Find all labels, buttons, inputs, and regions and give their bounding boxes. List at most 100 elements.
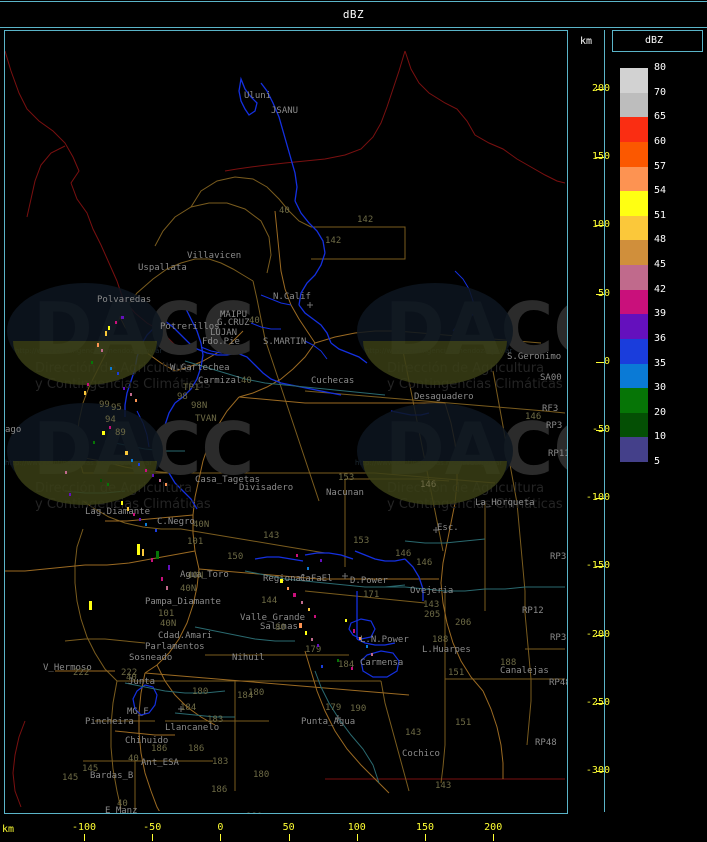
- y-axis-tick-mark: [596, 702, 604, 704]
- radar-echo-cell: [87, 383, 89, 386]
- title-divider-top: [0, 1, 707, 2]
- colorbar-band[interactable]: [620, 412, 648, 438]
- radar-echo-cell: [296, 554, 298, 557]
- map-place-label: Casa_Tagetas: [195, 475, 261, 485]
- map-place-label: Polvaredas: [97, 295, 152, 305]
- map-place-label: Valle_Grande: [240, 613, 306, 623]
- map-place-label: Bardas_B: [90, 771, 134, 781]
- radar-map-canvas[interactable]: DACC DACC DACC DACC Dirección de Agricul…: [5, 31, 567, 814]
- radar-echo-cell: [97, 343, 99, 347]
- map-route-number: 80: [275, 623, 286, 633]
- y-axis-tick-mark: [596, 498, 604, 500]
- radar-echo-cell: [101, 349, 103, 352]
- x-axis-tick-mark: [220, 834, 222, 841]
- colorbar-band[interactable]: [620, 388, 648, 413]
- map-route-number: 95: [111, 403, 122, 413]
- map-route-number: 184: [338, 660, 355, 670]
- y-axis-tick-mark: [596, 157, 604, 159]
- map-place-label: Cdad.Amari: [158, 631, 213, 641]
- colorbar-band[interactable]: [620, 141, 648, 167]
- map-route-number: 99: [99, 400, 110, 410]
- map-route-number: 145: [62, 773, 79, 783]
- map-route-number: 222: [121, 668, 138, 678]
- colorbar[interactable]: [620, 68, 648, 462]
- map-place-label: JSANU: [271, 106, 299, 116]
- radar-map-panel[interactable]: DACC DACC DACC DACC Dirección de Agricul…: [4, 30, 568, 814]
- map-route-number: 180: [248, 688, 265, 698]
- colorbar-tick-label: 10: [654, 431, 667, 443]
- map-route-number: 151: [455, 718, 472, 728]
- colorbar-tick-label: 20: [654, 406, 667, 418]
- colorbar-tick-label: 45: [654, 259, 667, 270]
- map-place-label: Pincheira: [85, 717, 134, 727]
- colorbar-band[interactable]: [620, 191, 648, 216]
- window-title-bar: dBZ: [0, 0, 707, 28]
- map-route-number: 40: [249, 316, 260, 326]
- map-place-label: SA00: [540, 373, 562, 383]
- map-route-number: 180: [253, 770, 270, 780]
- map-place-label: La_Horqueta: [475, 498, 535, 508]
- radar-echo-cell: [308, 608, 310, 611]
- radar-echo-cell: [69, 493, 71, 496]
- radar-echo-cell: [91, 361, 93, 364]
- x-axis-tick-label: 100: [347, 822, 366, 833]
- colorbar-band[interactable]: [620, 363, 648, 389]
- radar-echo-cell: [305, 631, 307, 635]
- map-route-number: 183: [207, 715, 224, 725]
- radar-echo-cell: [320, 559, 322, 562]
- map-place-label: LUJAN: [210, 328, 238, 338]
- radar-echo-cell: [105, 331, 107, 336]
- colorbar-band[interactable]: [620, 215, 648, 241]
- map-place-label: Carmensa: [360, 658, 404, 668]
- map-route-number: 98N: [191, 401, 208, 411]
- map-place-label: MG_F: [127, 707, 149, 717]
- radar-echo-cell: [123, 387, 125, 390]
- map-place-label: Carmizal: [198, 376, 242, 386]
- map-place-label: Lag.Diamante: [85, 507, 151, 517]
- radar-echo-cell: [133, 513, 135, 516]
- map-place-label: Salinas: [260, 622, 298, 632]
- colorbar-band[interactable]: [620, 314, 648, 339]
- map-route-number: 142: [357, 215, 374, 225]
- colorbar-band[interactable]: [620, 289, 648, 315]
- y-axis-tick-label: 0: [603, 355, 610, 367]
- x-axis-unit-label: km: [2, 824, 15, 835]
- radar-echo-cell: [155, 529, 157, 532]
- map-place-label: E_Manz: [105, 806, 138, 814]
- radar-echo-cell: [127, 507, 129, 511]
- colorbar-band[interactable]: [620, 166, 648, 192]
- map-place-label: Llancanelo: [165, 723, 220, 733]
- y-axis-tick-mark: [596, 361, 604, 363]
- colorbar-band[interactable]: [620, 338, 648, 364]
- colorbar-tick-label: 60: [654, 135, 667, 147]
- colorbar-band[interactable]: [620, 68, 648, 93]
- map-place-label: Parlamentos: [145, 642, 205, 652]
- map-place-label: G.CRUZ: [217, 318, 250, 328]
- colorbar-band[interactable]: [620, 240, 648, 265]
- y-axis-tick-label: 50: [568, 288, 610, 299]
- radar-echo-cell: [166, 586, 168, 590]
- colorbar-tick-label: 65: [654, 111, 667, 123]
- radar-echo-cell: [161, 577, 163, 581]
- radar-echo-cell: [371, 653, 373, 656]
- colorbar-band[interactable]: [620, 437, 648, 462]
- map-place-label: CaFaEl: [300, 574, 333, 584]
- colorbar-band[interactable]: [620, 265, 648, 290]
- y-axis-tick-mark: [596, 566, 604, 568]
- map-route-number: 40: [126, 673, 137, 683]
- colorbar-header-box: [612, 30, 703, 52]
- colorbar-tick-label: 5: [654, 456, 661, 467]
- y-axis-unit-label: km: [580, 36, 593, 47]
- colorbar-band[interactable]: [620, 92, 648, 118]
- radar-echo-cell: [287, 587, 289, 590]
- colorbar-band[interactable]: [620, 117, 648, 142]
- radar-echo-cell: [152, 474, 154, 477]
- map-place-label: RP48: [549, 678, 567, 688]
- radar-echo-cell: [159, 479, 161, 482]
- map-route-number: 142: [325, 236, 342, 246]
- y-axis-tick-label: 150: [568, 151, 610, 162]
- map-place-label: MAIPU: [220, 310, 248, 320]
- radar-echo-cell: [321, 665, 323, 668]
- radar-echo-cell: [351, 667, 353, 670]
